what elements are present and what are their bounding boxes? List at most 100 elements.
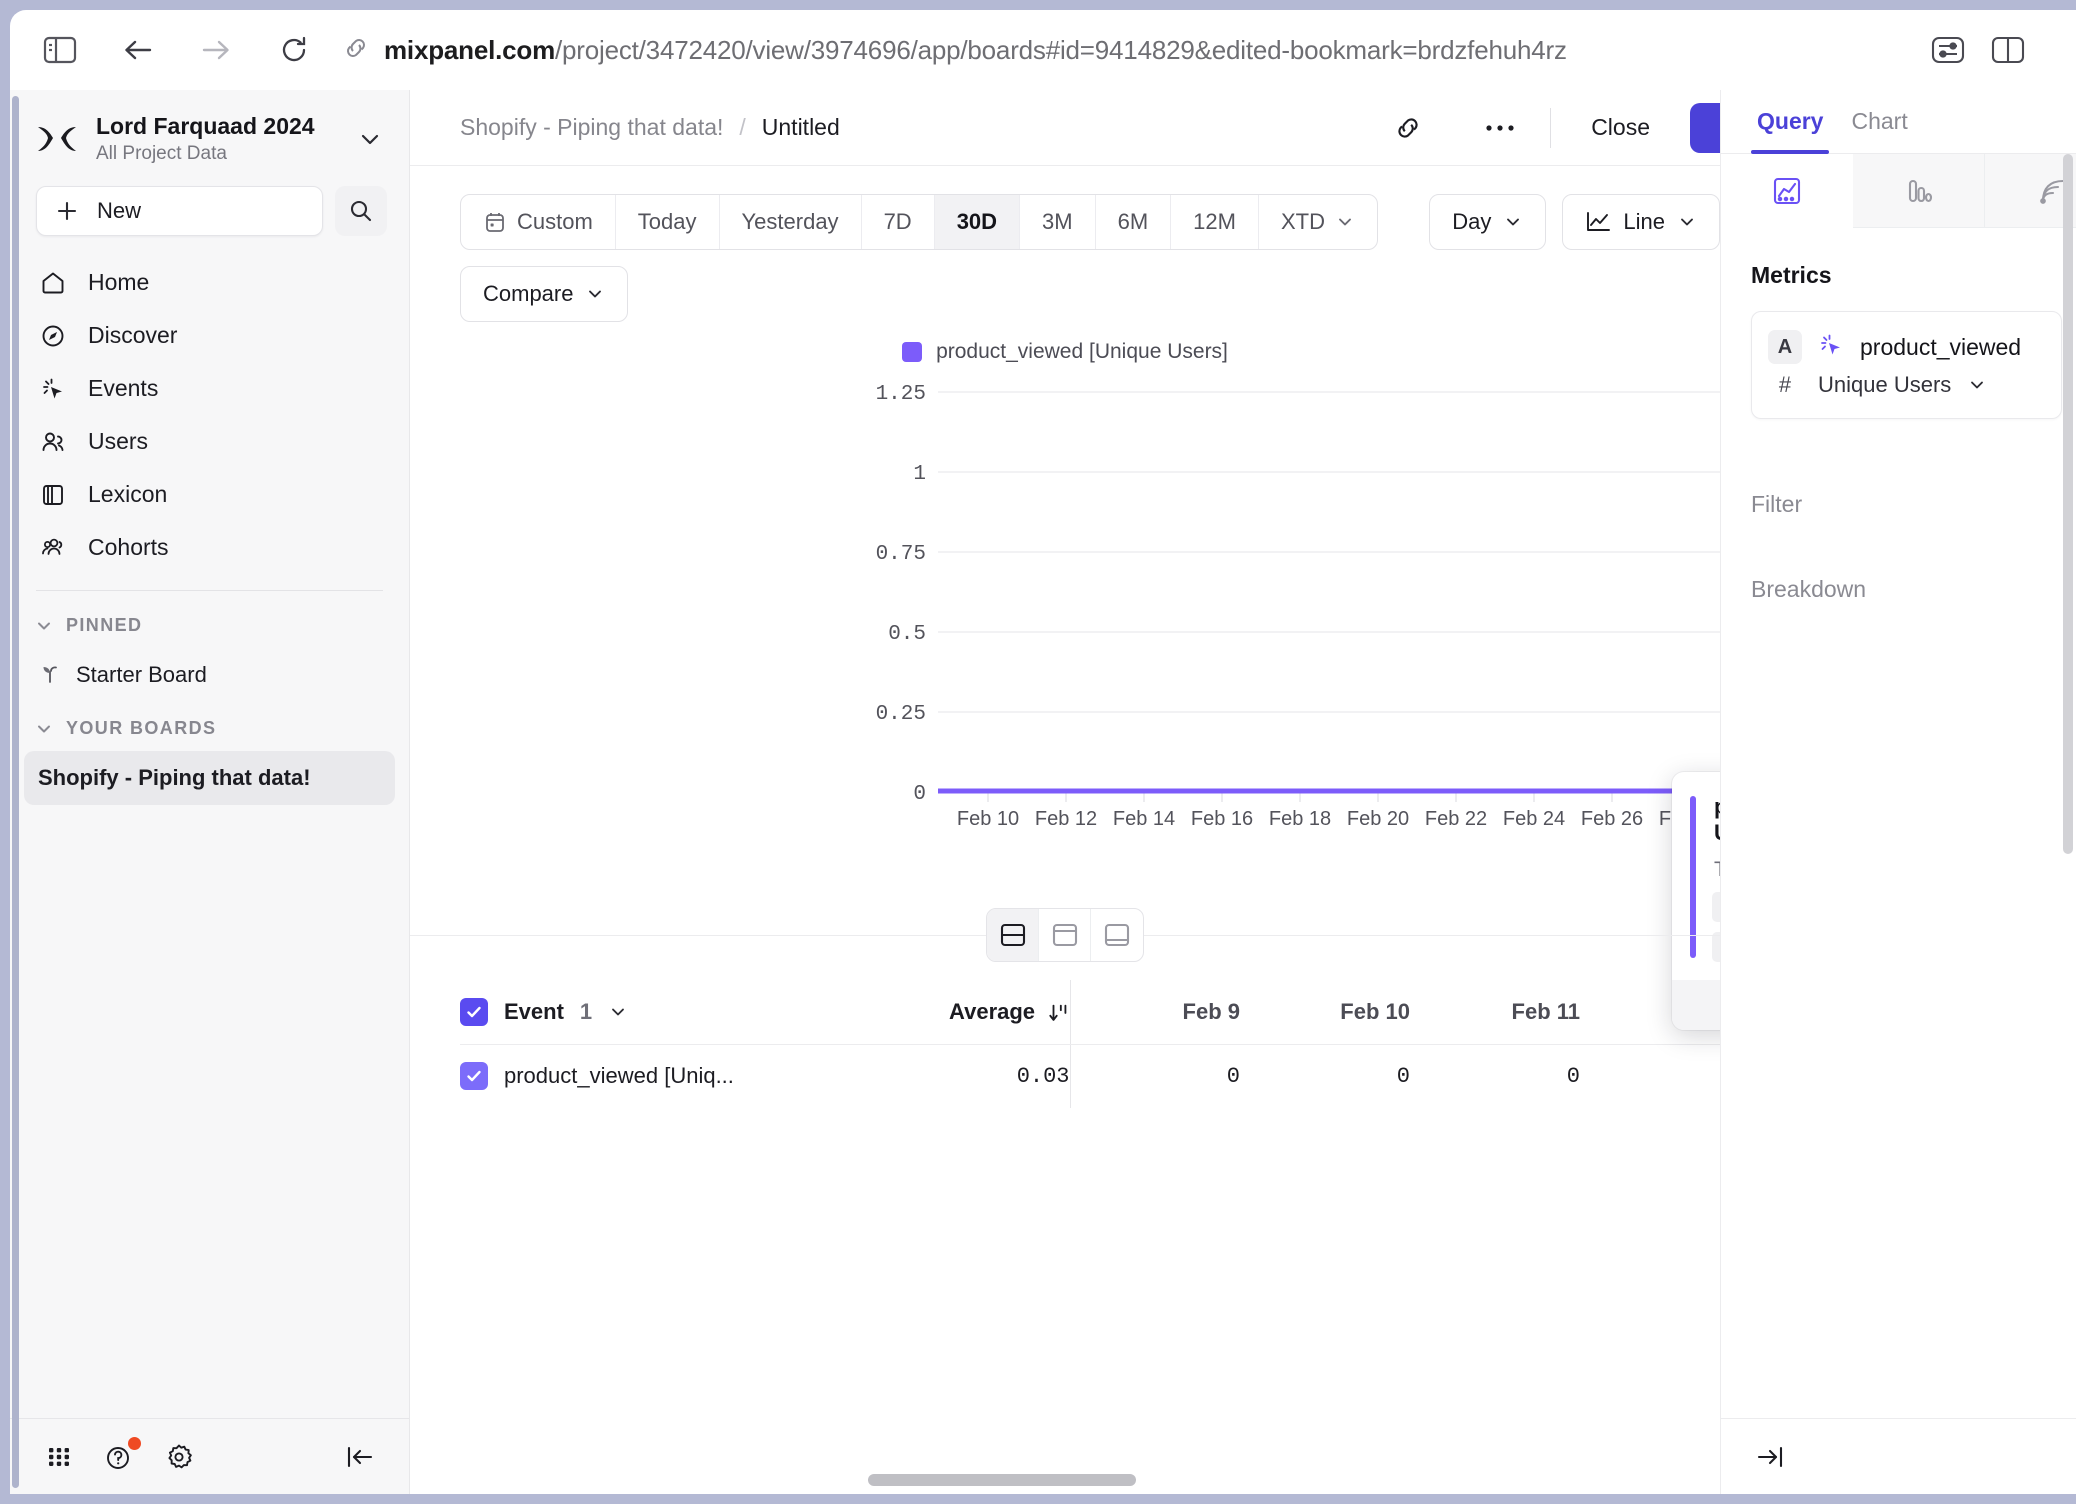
date-range-xtd[interactable]: XTD — [1259, 195, 1377, 249]
date-range-7d[interactable]: 7D — [862, 195, 935, 249]
extensions-icon[interactable] — [1922, 24, 1974, 76]
date-range-12m[interactable]: 12M — [1171, 195, 1259, 249]
date-range-6m[interactable]: 6M — [1096, 195, 1172, 249]
pinned-section-header[interactable]: PINNED — [10, 601, 409, 646]
sidebar-item-home[interactable]: Home — [26, 256, 393, 309]
table-header-date: Feb 10 — [1240, 980, 1410, 1045]
copy-link-button[interactable] — [1380, 100, 1436, 156]
chart-svg[interactable]: 1.25 1 0.75 0.5 0.25 0 — [410, 370, 1720, 880]
date-range-today[interactable]: Today — [616, 195, 720, 249]
date-range-30d[interactable]: 30D — [934, 195, 1021, 249]
help-icon[interactable] — [96, 1434, 142, 1480]
check-icon — [467, 1006, 481, 1017]
svg-text:Feb 24: Feb 24 — [1503, 808, 1565, 830]
tab-overview-icon[interactable] — [1982, 24, 2034, 76]
date-range-yesterday[interactable]: Yesterday — [720, 195, 862, 249]
hash-icon: # — [1778, 372, 1792, 397]
line-chart-icon[interactable] — [1721, 154, 1853, 228]
apps-grid-icon[interactable] — [36, 1434, 82, 1480]
your-boards-section-header[interactable]: YOUR BOARDS — [10, 704, 409, 749]
sidebar-item-label: Events — [88, 375, 159, 402]
back-arrow-icon[interactable] — [112, 24, 164, 76]
sprout-icon — [38, 661, 62, 690]
table-header-average-label: Average — [949, 998, 1036, 1024]
svg-text:Feb 12: Feb 12 — [1035, 808, 1097, 830]
svg-text:Feb 20: Feb 20 — [1347, 808, 1409, 830]
horizontal-scrollbar[interactable] — [868, 1474, 1136, 1486]
collapse-sidebar-icon[interactable] — [337, 1434, 383, 1480]
search-button[interactable] — [335, 186, 387, 237]
chart-type-tabs — [1721, 154, 2076, 228]
select-all-checkbox[interactable] — [460, 997, 488, 1026]
pinned-item-starter-board[interactable]: Starter Board — [24, 648, 395, 702]
metric-event-row[interactable]: A product_viewed — [1752, 326, 2061, 368]
table-cell-value: 0 — [1566, 1063, 1580, 1089]
row-checkbox[interactable] — [460, 1062, 488, 1091]
reload-icon[interactable] — [268, 24, 320, 76]
sidebar-item-cohorts[interactable]: Cohorts — [26, 521, 393, 574]
url-path: /project/3472420/view/3974696/app/boards… — [555, 34, 1567, 65]
interval-selector[interactable]: Day — [1429, 194, 1547, 250]
tab-chart[interactable]: Chart — [1837, 90, 1921, 153]
sidebar-toggle-icon[interactable] — [34, 24, 86, 76]
project-switcher[interactable]: Lord Farquaad 2024 All Project Data — [10, 90, 409, 176]
date-range-label: Today — [637, 209, 697, 234]
date-range-custom[interactable]: Custom — [461, 195, 616, 249]
table-cell-event: product_viewed [Uniq... — [460, 1044, 860, 1108]
left-sidebar: Lord Farquaad 2024 All Project Data New — [10, 90, 410, 1494]
breadcrumb-parent[interactable]: Shopify - Piping that data! — [460, 114, 724, 140]
breakdown-label[interactable]: Breakdown — [1751, 576, 1867, 602]
new-button-label: New — [97, 198, 142, 224]
compare-button[interactable]: Compare — [460, 266, 629, 322]
save-button[interactable] — [1690, 102, 1720, 153]
svg-text:Feb 14: Feb 14 — [1113, 808, 1175, 830]
query-panel-scrollbar[interactable] — [2063, 154, 2073, 854]
metrics-title: Metrics — [1751, 262, 1832, 288]
breadcrumb-current[interactable]: Untitled — [761, 114, 840, 140]
new-button[interactable]: New — [36, 186, 323, 237]
sidebar-scrollbar[interactable] — [12, 96, 19, 1488]
tooltip-value: 1 — [1712, 892, 1720, 922]
close-button[interactable]: Close — [1591, 114, 1650, 140]
cursor-sparkle-icon — [1818, 332, 1844, 363]
breadcrumb-separator: / — [739, 114, 746, 140]
table-only-icon[interactable] — [1091, 909, 1143, 961]
svg-text:Feb 10: Feb 10 — [957, 808, 1019, 830]
date-range-label: XTD — [1280, 209, 1325, 234]
filter-label[interactable]: Filter — [1751, 491, 1803, 517]
bar-chart-icon[interactable] — [1853, 154, 1985, 228]
date-range-3m[interactable]: 3M — [1020, 195, 1096, 249]
chart-type-selector[interactable]: Line — [1562, 194, 1720, 250]
sidebar-item-discover[interactable]: Discover — [26, 309, 393, 362]
mixpanel-app: Lord Farquaad 2024 All Project Data New — [10, 90, 2076, 1494]
compare-label: Compare — [483, 281, 574, 306]
metric-card[interactable]: A product_viewed # Unique Users — [1751, 311, 2062, 419]
gear-icon[interactable] — [156, 1434, 202, 1480]
more-horizontal-icon[interactable] — [1472, 100, 1528, 156]
forward-arrow-icon[interactable] — [190, 24, 242, 76]
flow-chart-icon[interactable] — [1985, 154, 2076, 228]
table-row[interactable]: product_viewed [Uniq... 0.03 0 0 0 0 — [460, 1044, 1720, 1108]
svg-text:0.75: 0.75 — [876, 543, 926, 566]
metric-letter-badge: A — [1768, 330, 1802, 364]
metric-measure-row[interactable]: # Unique Users — [1752, 368, 2061, 402]
board-item-shopify[interactable]: Shopify - Piping that data! — [24, 751, 395, 806]
your-boards-label: YOUR BOARDS — [66, 718, 217, 739]
chevron-down-icon[interactable] — [353, 122, 387, 156]
chart-only-icon[interactable] — [1039, 909, 1091, 961]
date-range-segmented-control: Custom Today Yesterday 7D 30D 3M 6M 12M … — [460, 194, 1378, 250]
divider — [1550, 107, 1552, 148]
sidebar-item-users[interactable]: Users — [26, 415, 393, 468]
table-row-label: product_viewed [Uniq... — [504, 1063, 734, 1089]
tab-query[interactable]: Query — [1743, 90, 1837, 154]
sidebar-item-events[interactable]: Events — [26, 362, 393, 415]
expand-right-icon[interactable] — [1747, 1434, 1793, 1480]
chevron-down-icon — [38, 622, 50, 630]
sidebar-item-lexicon[interactable]: Lexicon — [26, 468, 393, 521]
tooltip-date: Tue Mar 11, 2025 — [1714, 858, 1720, 882]
table-header-average[interactable]: Average — [860, 980, 1071, 1045]
split-view-icon[interactable] — [987, 909, 1039, 961]
report-header: Shopify - Piping that data! / Untitled C… — [410, 90, 1720, 166]
address-bar[interactable]: mixpanel.com/project/3472420/view/397469… — [342, 34, 1922, 67]
url-domain: mixpanel.com — [384, 34, 555, 65]
